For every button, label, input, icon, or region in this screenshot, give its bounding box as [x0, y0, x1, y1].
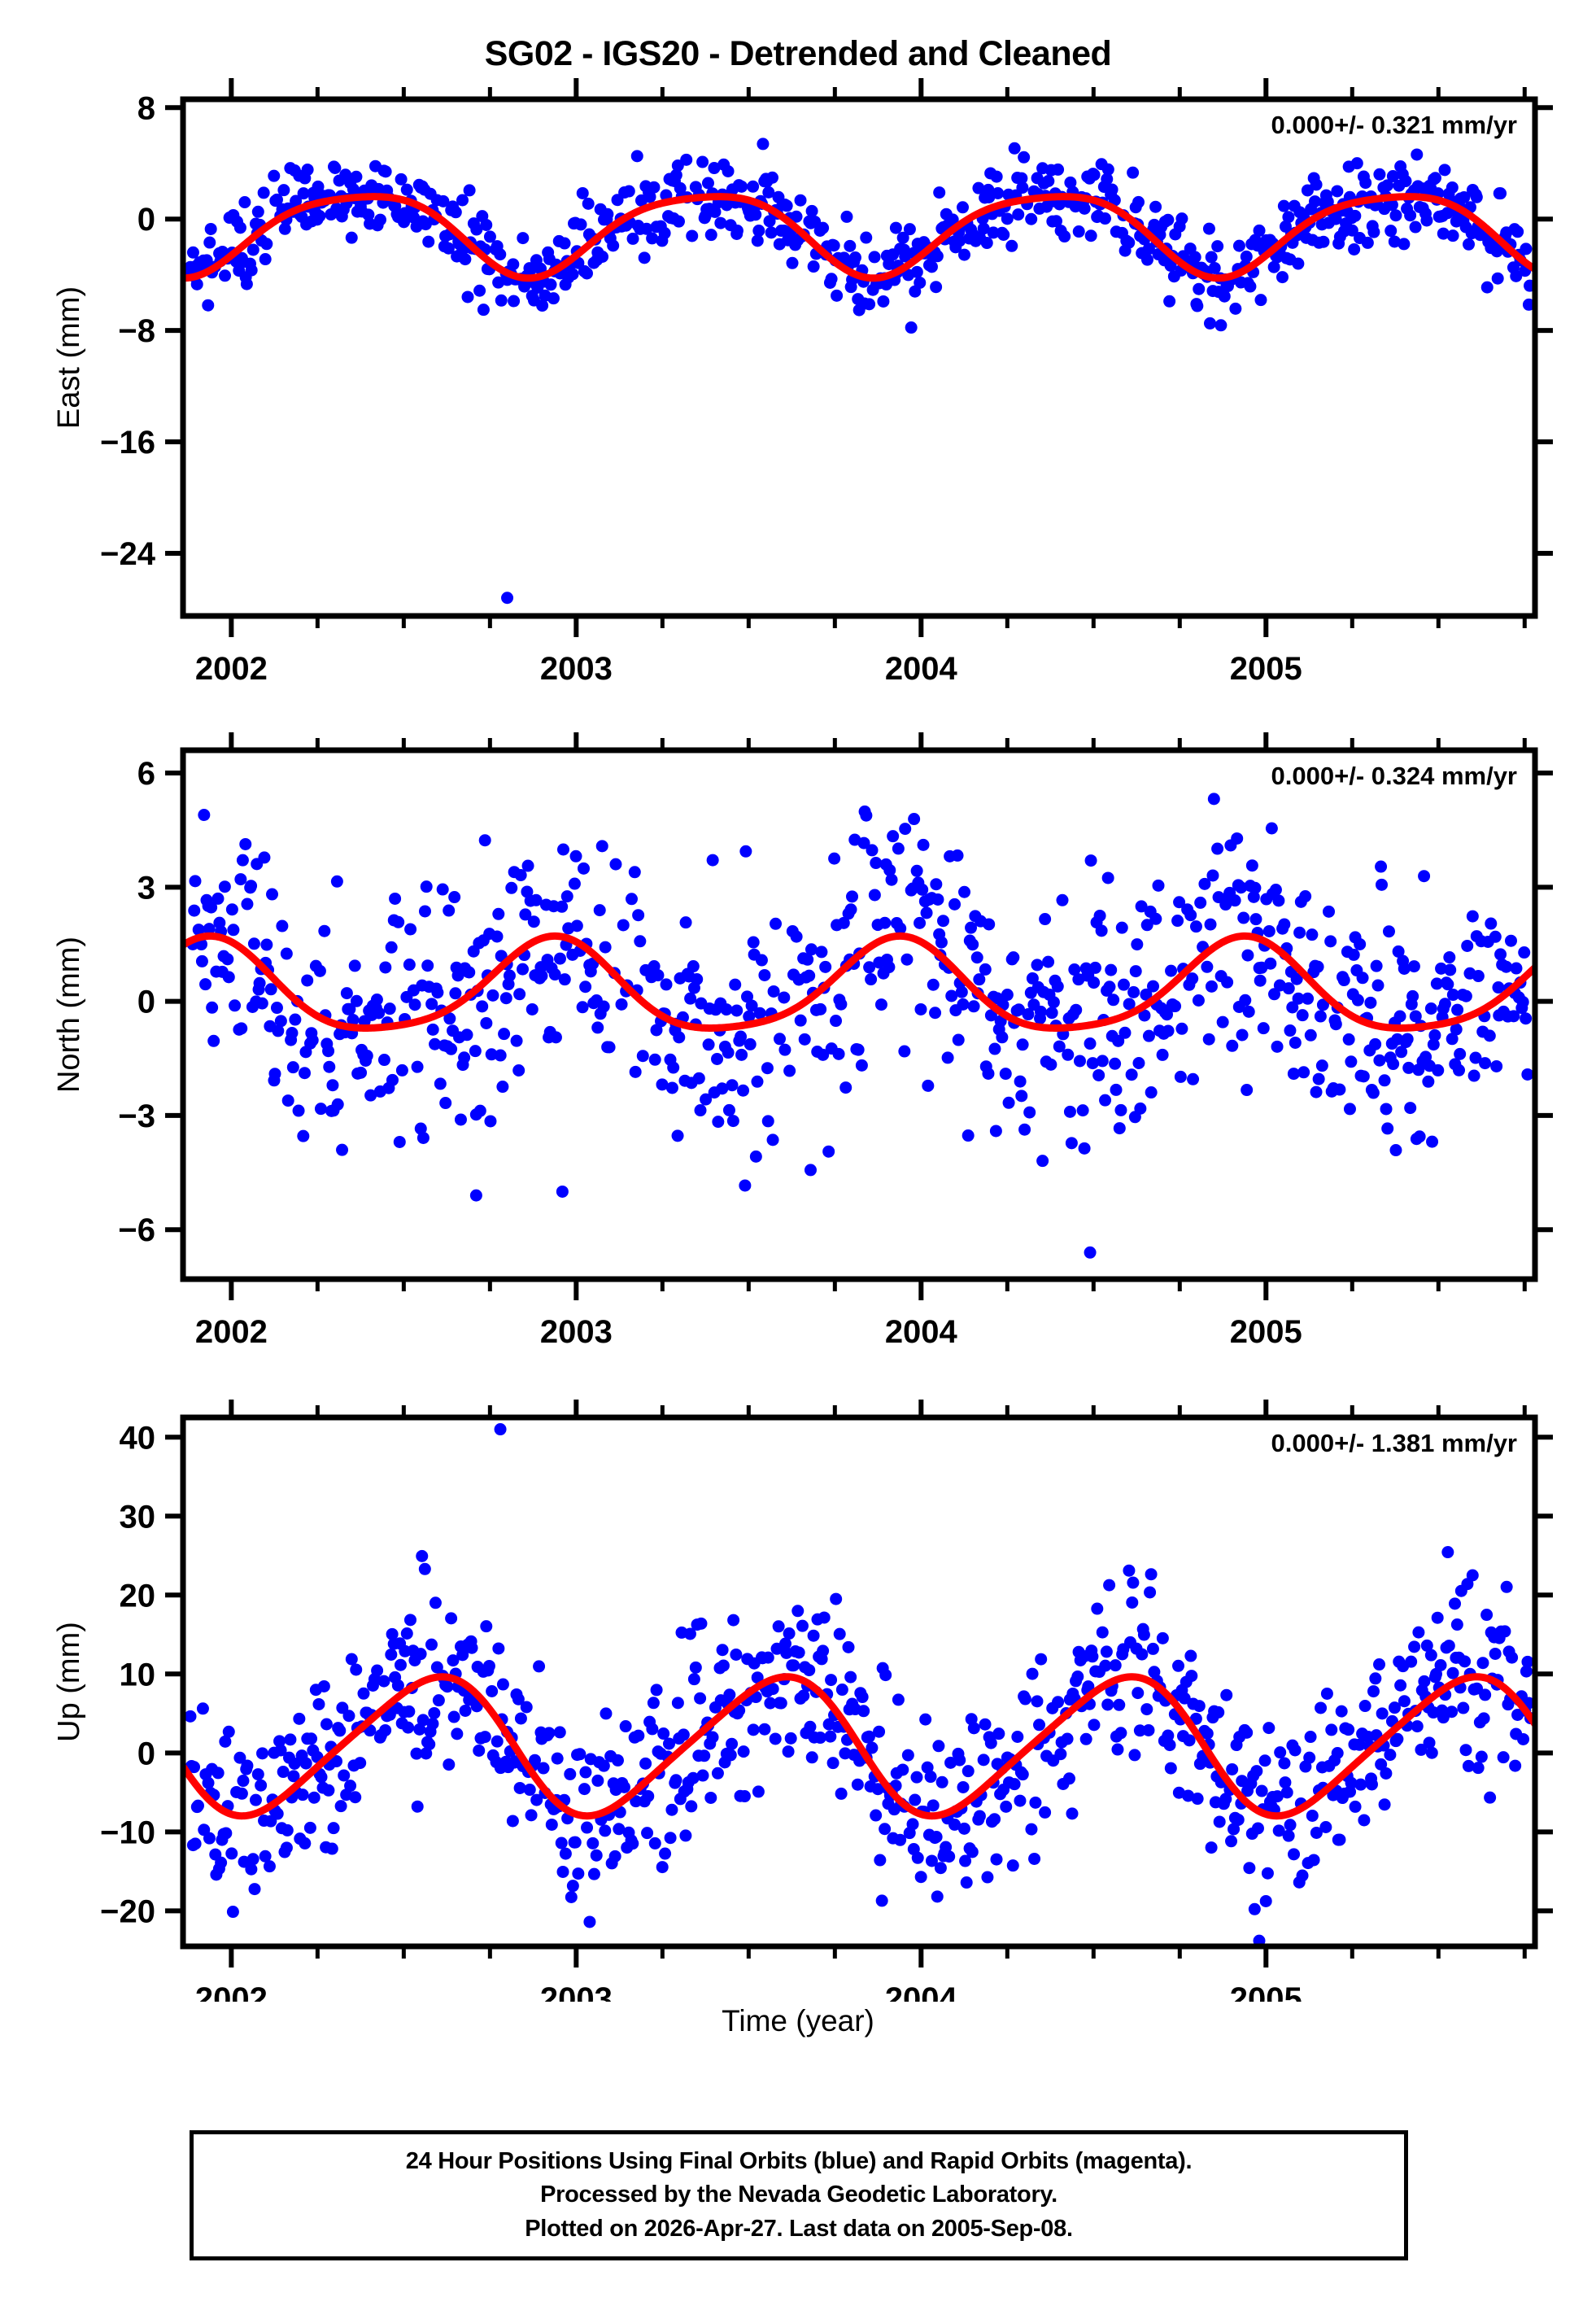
- rate-annotation: 0.000+/- 1.381 mm/yr: [1271, 1429, 1517, 1457]
- x-tick-label: 2004: [885, 1981, 958, 2002]
- y-tick-label: 10: [120, 1657, 156, 1692]
- footer-line-dates: Plotted on 2026-Apr-27. Last data on 200…: [525, 2215, 1073, 2242]
- plot-frame-overlay: [180, 1414, 1538, 1950]
- x-tick-label: 2003: [540, 1981, 613, 2002]
- panel-north: 6 3 0 −3 −6 2002 2003 2004 2005 North (mm) 0.000+/…: [0, 732, 1596, 1383]
- x-tick-label: 2002: [195, 651, 268, 687]
- plot-frame-overlay: [180, 96, 1538, 619]
- x-tick-label: 2003: [540, 1314, 613, 1350]
- y-tick-label: 20: [120, 1578, 156, 1614]
- y-tick-label: −16: [100, 425, 155, 461]
- panel-up: 40 30 20 10 0 −10 −20 2002 2003 2004 2005 Up (mm) 0.…: [0, 1400, 1596, 2002]
- fit-curve: [183, 932, 1535, 1032]
- x-tick-label: 2005: [1230, 1981, 1302, 2002]
- footer-line-orbits: 24 Hour Positions Using Final Orbits (bl…: [405, 2148, 1193, 2175]
- fit-curve: [183, 193, 1535, 282]
- y-tick-label: −10: [100, 1815, 155, 1850]
- footer-line-processor: Processed by the Nevada Geodetic Laborat…: [540, 2182, 1057, 2208]
- plot-frame-overlay: [180, 747, 1538, 1282]
- data-points-group: [186, 793, 1534, 1259]
- y-axis-title: North (mm): [52, 937, 86, 1093]
- y-axis-title: East (mm): [52, 286, 86, 429]
- rate-annotation: 0.000+/- 0.321 mm/yr: [1271, 111, 1517, 139]
- page-title: SG02 - IGS20 - Detrended and Cleaned: [484, 34, 1112, 73]
- y-tick-label: 3: [137, 870, 155, 906]
- y-tick-label: −24: [100, 536, 156, 572]
- y-tick-label: 0: [137, 985, 155, 1020]
- y-axis-title: Up (mm): [52, 1622, 86, 1742]
- y-tick-label: −3: [118, 1098, 155, 1134]
- y-tick-label: 0: [137, 1736, 155, 1771]
- y-tick-label: −8: [118, 313, 155, 349]
- y-tick-label: 40: [120, 1420, 156, 1456]
- x-tick-label: 2004: [885, 651, 958, 687]
- x-tick-label: 2005: [1230, 651, 1302, 687]
- x-axis-title: Time (year): [722, 2004, 874, 2037]
- x-tick-label: 2004: [885, 1314, 958, 1350]
- y-tick-label: 8: [137, 90, 155, 126]
- x-tick-label: 2002: [195, 1314, 268, 1350]
- y-tick-label: 30: [120, 1499, 156, 1535]
- y-tick-label: −6: [118, 1212, 155, 1248]
- rate-annotation: 0.000+/- 0.324 mm/yr: [1271, 762, 1517, 790]
- fit-curve: [183, 1673, 1535, 1820]
- y-tick-label: 6: [137, 756, 155, 792]
- data-points-group: [184, 1423, 1535, 1946]
- x-tick-label: 2003: [540, 651, 613, 687]
- plot-frame: [180, 747, 1538, 1282]
- y-tick-label: 0: [137, 202, 155, 238]
- x-tick-label: 2005: [1230, 1314, 1302, 1350]
- x-tick-label: 2002: [195, 1981, 268, 2002]
- panel-east: 8 0 −8 −16 −24 2002 2003 2004 2005 East (mm) 0.000…: [0, 73, 1596, 716]
- y-tick-label: −20: [100, 1893, 155, 1929]
- footer-caption-box: 24 Hour Positions Using Final Orbits (bl…: [190, 2130, 1408, 2260]
